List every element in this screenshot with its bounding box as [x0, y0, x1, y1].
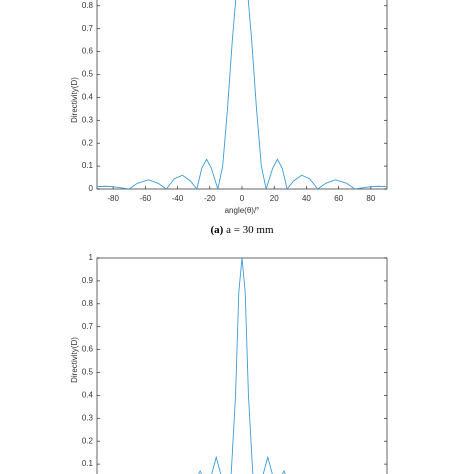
y-tick-label: 0.2: [82, 436, 94, 445]
y-tick-label: 0.4: [82, 391, 94, 400]
line-series: [97, 0, 387, 189]
plot-area: [96, 257, 388, 474]
y-axis-label: Directivity(D): [70, 337, 79, 383]
y-tick-label: 1: [89, 253, 94, 262]
y-tick-label: 0.3: [82, 115, 94, 124]
x-axis-label: angle(θ)/°: [225, 206, 260, 215]
y-tick-label: 0.9: [82, 276, 94, 285]
y-tick-label: 0.2: [82, 138, 94, 147]
x-tick-label: 80: [366, 194, 375, 203]
x-tick-label: 0: [240, 194, 245, 203]
x-tick-label: 20: [270, 194, 279, 203]
x-tick-label: 60: [334, 194, 343, 203]
y-tick-label: 0.8: [82, 299, 94, 308]
x-tick-label: -80: [107, 194, 119, 203]
y-tick-label: 0: [89, 184, 94, 193]
x-tick-label: 40: [302, 194, 311, 203]
x-tick-label: -40: [172, 194, 184, 203]
x-tick-label: -20: [204, 194, 216, 203]
y-axis-label: Directivity(D): [70, 77, 79, 123]
y-tick-label: 0.8: [82, 1, 94, 10]
y-tick-label: 0.7: [82, 24, 94, 33]
y-tick-label: 0.1: [82, 161, 94, 170]
caption-text: a = 30 mm: [226, 224, 274, 236]
y-tick-label: 0.5: [82, 70, 94, 79]
y-tick-label: 0.1: [82, 459, 94, 468]
y-tick-label: 0.6: [82, 47, 94, 56]
x-tick-label: -60: [140, 194, 152, 203]
y-tick-label: 0.4: [82, 93, 94, 102]
caption-label: (a): [210, 224, 223, 236]
y-tick-label: 0.5: [82, 368, 94, 377]
y-tick-label: 0.6: [82, 345, 94, 354]
y-tick-label: 0.3: [82, 413, 94, 422]
plot-area: [96, 0, 388, 190]
y-tick-label: 0.7: [82, 322, 94, 331]
caption: (a) a = 30 mm: [210, 224, 273, 236]
